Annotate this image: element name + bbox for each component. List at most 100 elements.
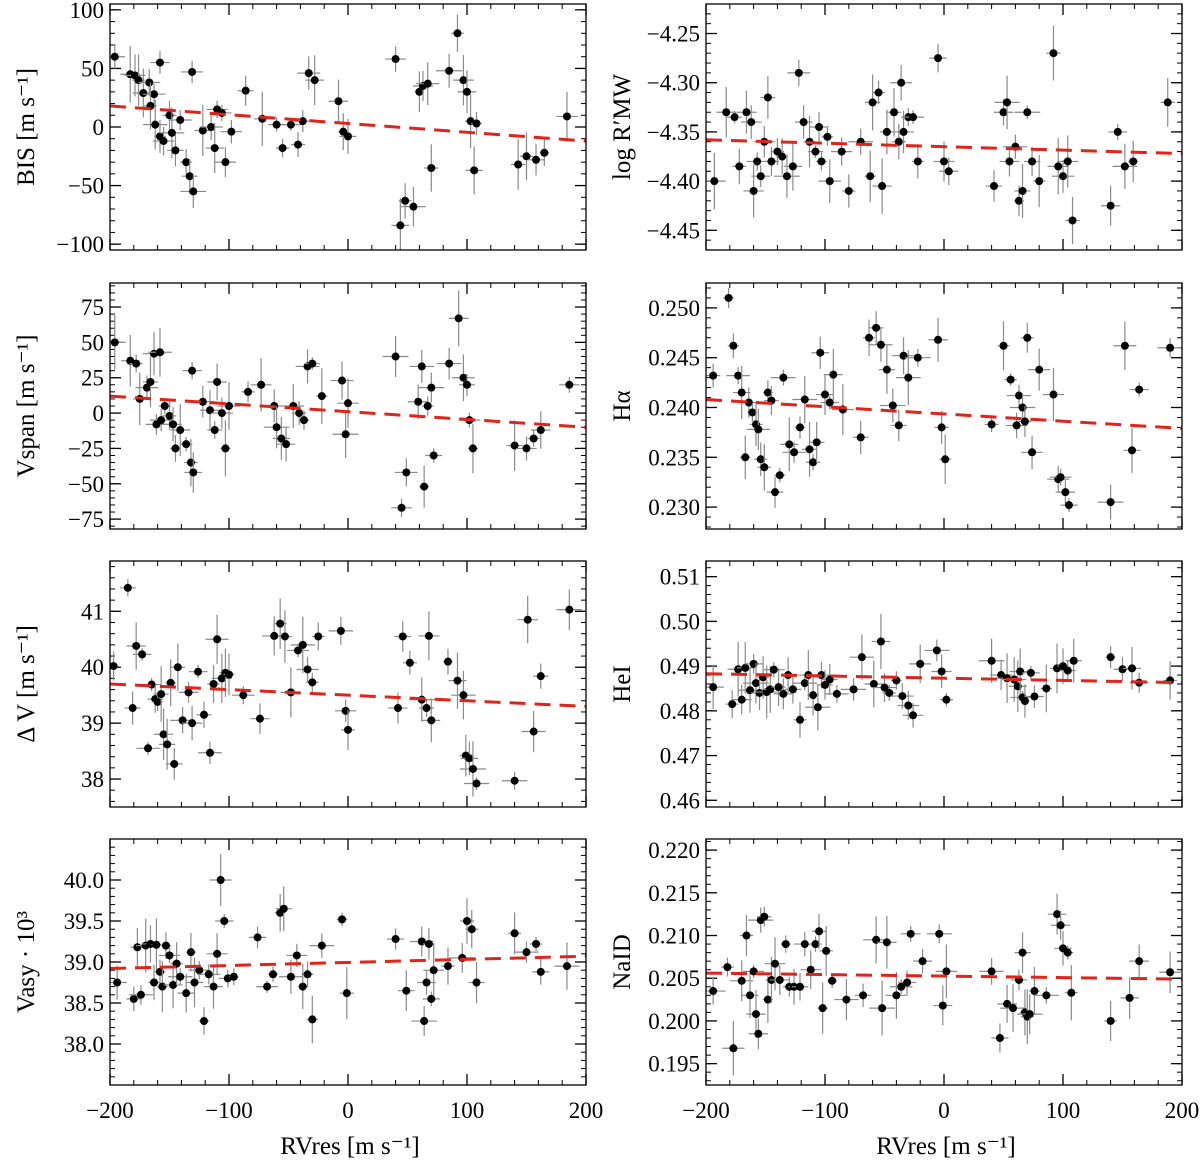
- data-point: [895, 350, 921, 406]
- data-point: [205, 123, 224, 173]
- data-point: [422, 991, 440, 1007]
- point-marker: [1135, 385, 1144, 394]
- x-tick-label: 200: [1165, 1098, 1200, 1123]
- point-marker: [794, 68, 803, 77]
- point-marker: [754, 1029, 763, 1038]
- data-point: [182, 706, 203, 741]
- data-point: [751, 165, 771, 188]
- point-marker: [937, 667, 946, 676]
- point-marker: [751, 1010, 760, 1019]
- data-point: [812, 913, 827, 949]
- point-marker: [1061, 488, 1070, 497]
- data-point: [124, 691, 141, 725]
- point-marker: [825, 398, 834, 407]
- point-marker: [934, 54, 943, 63]
- data-point: [1033, 987, 1059, 1004]
- point-marker: [874, 88, 883, 97]
- data-point: [180, 148, 193, 176]
- data-series: [706, 287, 1182, 520]
- point-marker: [1113, 127, 1122, 136]
- data-point: [900, 925, 921, 942]
- data-point: [706, 152, 726, 210]
- point-marker: [737, 388, 746, 397]
- data-point: [152, 126, 175, 156]
- point-marker: [225, 670, 233, 679]
- data-point: [337, 378, 359, 428]
- data-point: [170, 643, 186, 691]
- data-point: [151, 918, 162, 972]
- point-marker: [865, 333, 874, 342]
- point-marker: [1028, 448, 1037, 457]
- point-marker: [785, 440, 794, 449]
- point-marker: [753, 157, 762, 166]
- point-marker: [1049, 390, 1058, 399]
- data-point: [791, 973, 809, 1001]
- data-series: [706, 25, 1175, 244]
- data-point: [1057, 135, 1079, 188]
- point-marker: [1120, 162, 1129, 171]
- point-marker: [806, 965, 815, 974]
- data-point: [1025, 685, 1044, 708]
- data-point: [508, 912, 521, 955]
- data-point: [808, 421, 825, 463]
- point-marker: [987, 420, 996, 429]
- point-marker: [139, 89, 148, 98]
- point-marker: [510, 929, 519, 938]
- data-point: [818, 159, 841, 203]
- point-marker: [995, 1034, 1004, 1043]
- data-point: [205, 614, 229, 664]
- point-marker: [522, 152, 531, 161]
- data-point: [869, 980, 895, 1036]
- point-marker: [746, 991, 755, 1000]
- point-marker: [227, 127, 236, 136]
- data-point: [459, 373, 475, 396]
- point-marker: [888, 401, 897, 410]
- data-point: [1014, 164, 1031, 218]
- point-marker: [1166, 968, 1175, 977]
- point-marker: [396, 221, 405, 230]
- point-marker: [468, 444, 477, 453]
- point-marker: [338, 376, 347, 385]
- data-point: [527, 144, 545, 176]
- point-marker: [760, 912, 769, 921]
- point-marker: [882, 365, 891, 374]
- data-point: [409, 349, 435, 383]
- data-point: [126, 622, 146, 670]
- data-point: [1065, 196, 1080, 244]
- data-point: [181, 158, 198, 194]
- fit-line: [110, 394, 586, 429]
- x-tick-label: −200: [682, 1098, 729, 1123]
- point-marker: [540, 148, 549, 157]
- point-marker: [868, 98, 877, 107]
- point-marker: [133, 943, 142, 952]
- data-point: [394, 458, 418, 487]
- point-marker: [445, 66, 454, 75]
- data-point: [418, 372, 445, 403]
- point-marker: [244, 387, 253, 396]
- point-marker: [282, 440, 291, 449]
- data-point: [757, 906, 772, 927]
- data-point: [451, 670, 476, 720]
- data-point: [250, 703, 270, 735]
- data-point: [1128, 140, 1139, 183]
- point-marker: [934, 335, 943, 344]
- y-tick-label: 0: [93, 401, 105, 426]
- point-marker: [298, 640, 307, 649]
- panel-deltav: 41 40 39 38 Δ V [m s⁻¹]: [13, 560, 587, 808]
- data-point: [746, 990, 766, 1039]
- point-marker: [724, 293, 733, 302]
- data-point: [801, 421, 818, 477]
- point-marker: [730, 113, 739, 122]
- data-point: [121, 334, 140, 387]
- data-point: [417, 970, 436, 995]
- data-point: [1021, 435, 1043, 470]
- data-point: [340, 709, 356, 750]
- data-point: [1157, 338, 1182, 358]
- data-point: [451, 14, 464, 53]
- y-tick-label: 0.250: [648, 296, 700, 321]
- x-axis-label: RVres [m s⁻¹]: [876, 1133, 1015, 1160]
- point-marker: [747, 118, 756, 127]
- data-point: [764, 937, 786, 991]
- data-point: [159, 107, 185, 159]
- point-marker: [1056, 473, 1065, 482]
